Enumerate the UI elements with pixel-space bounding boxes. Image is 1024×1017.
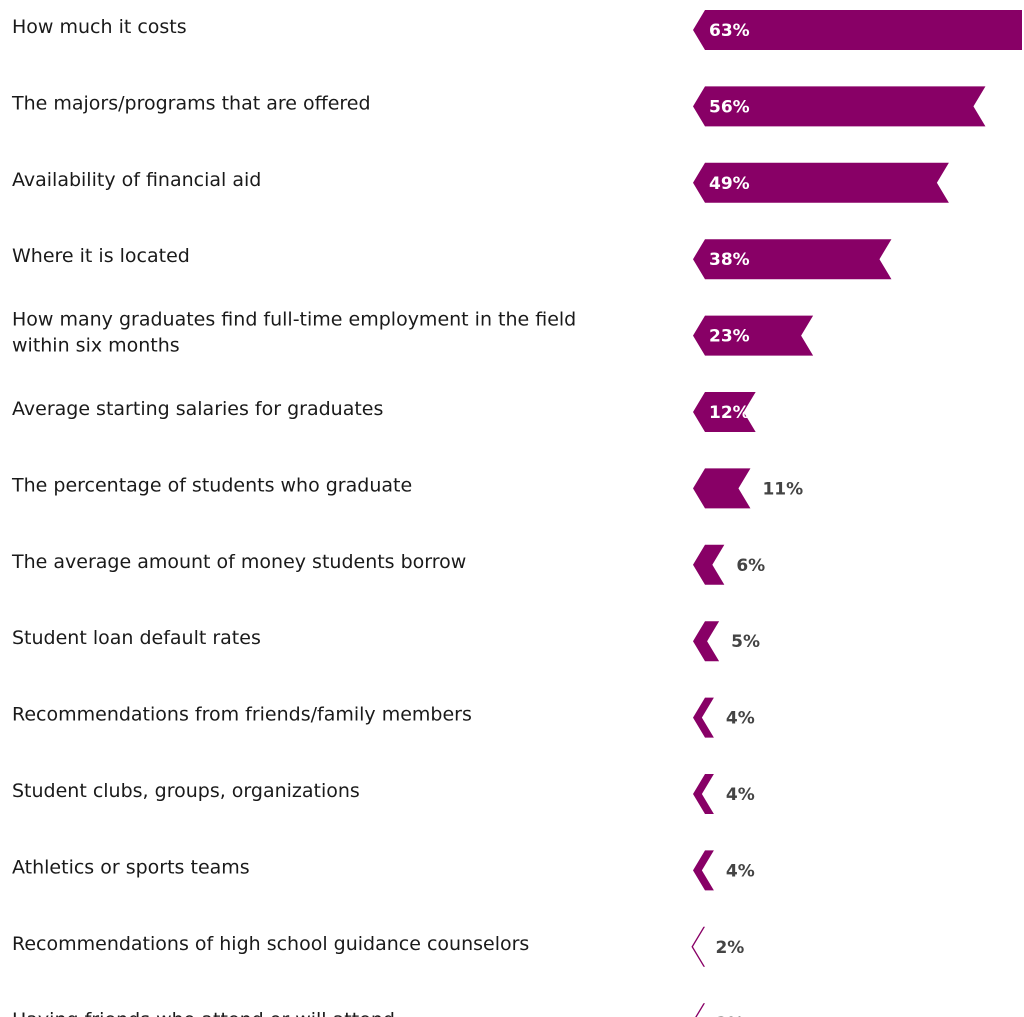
bar xyxy=(693,162,949,203)
bar-value-label: 4% xyxy=(726,785,755,805)
bar xyxy=(693,544,725,585)
category-label: Average starting salaries for graduates xyxy=(12,398,383,420)
bar-value-label: 2% xyxy=(715,1014,744,1017)
category-label-line: Average starting salaries for graduates xyxy=(12,398,383,420)
category-label-line: Student clubs, groups, organizations xyxy=(12,780,360,802)
bar-value-label: 11% xyxy=(762,479,803,499)
bar xyxy=(693,315,814,356)
category-label: How much it costs xyxy=(12,16,187,38)
bar xyxy=(691,926,705,967)
category-label: Having friends who attend or will attend xyxy=(12,1009,395,1017)
bar xyxy=(695,1003,705,1017)
category-label-line: Student loan default rates xyxy=(12,627,261,649)
bar xyxy=(693,621,720,662)
bar-value-label: 2% xyxy=(715,938,744,958)
category-label: The percentage of students who graduate xyxy=(11,474,412,496)
category-label: Recommendations from friends/family memb… xyxy=(12,704,472,726)
category-label-line: within six months xyxy=(12,335,180,357)
bar-value-label: 63% xyxy=(709,21,750,41)
category-label-line: Recommendations from friends/family memb… xyxy=(12,704,472,726)
category-label-line: Recommendations of high school guidance … xyxy=(12,933,529,955)
bar-value-label: 4% xyxy=(726,709,755,729)
category-label-line: The average amount of money students bor… xyxy=(11,551,466,573)
category-label-line: The majors/programs that are offered xyxy=(11,92,371,114)
bar-value-label: 23% xyxy=(709,327,750,347)
bar xyxy=(693,392,756,432)
category-label-line: How much it costs xyxy=(12,16,187,38)
bar xyxy=(693,10,1022,50)
category-label: Student loan default rates xyxy=(12,627,261,649)
bar xyxy=(693,850,714,891)
bar-value-label: 6% xyxy=(736,556,765,576)
category-label-line: How many graduates find full-time employ… xyxy=(12,309,576,331)
bar xyxy=(693,468,751,509)
bar-value-label: 49% xyxy=(709,174,750,194)
category-label: The average amount of money students bor… xyxy=(11,551,466,573)
category-labels-group: How much it costs The majors/programs tha… xyxy=(11,16,576,1017)
bar xyxy=(693,86,986,127)
bar xyxy=(693,697,714,738)
category-label: Student clubs, groups, organizations xyxy=(12,780,360,802)
category-label-line: Availability of financial aid xyxy=(12,169,261,191)
bar-value-label: 5% xyxy=(731,632,760,652)
bar xyxy=(693,774,714,814)
bar-value-label: 4% xyxy=(726,861,755,881)
category-label-line: Where it is located xyxy=(12,245,190,267)
category-label: Athletics or sports teams xyxy=(12,856,250,878)
bar-value-label: 56% xyxy=(709,97,750,117)
bars-group: 63% 56% 49% 38% 23% 12% 11% 6% 5% 4% 4% 4% 2% 2% xyxy=(691,10,1022,1017)
bar xyxy=(693,239,892,280)
category-label: Where it is located xyxy=(12,245,190,267)
category-label-line: The percentage of students who graduate xyxy=(11,474,412,496)
category-label: Availability of financial aid xyxy=(12,169,261,191)
bar-value-label: 12% xyxy=(709,403,750,423)
category-label-line: Athletics or sports teams xyxy=(12,856,250,878)
category-label: The majors/programs that are offered xyxy=(11,92,371,114)
bar-value-label: 38% xyxy=(709,250,750,270)
category-label: Recommendations of high school guidance … xyxy=(12,933,529,955)
category-label: How many graduates find full-time employ… xyxy=(12,309,576,357)
category-label-line: Having friends who attend or will attend xyxy=(12,1009,395,1017)
